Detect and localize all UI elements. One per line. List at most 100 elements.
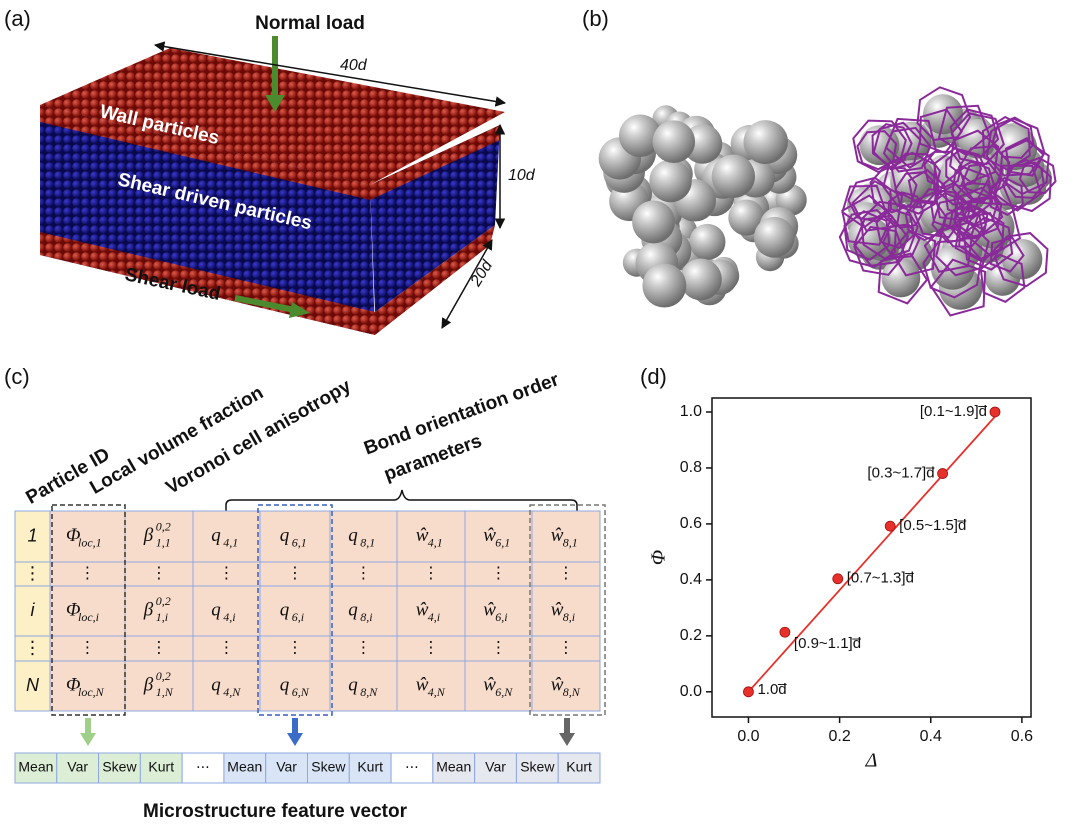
cell-subscript: 6,N <box>292 685 310 699</box>
row-label: ⋮ <box>24 563 42 583</box>
cell-subscript: 4,1 <box>223 535 238 549</box>
y-tick-label: 0.8 <box>680 459 702 476</box>
cell-superscript: 0,2 <box>156 594 171 608</box>
cell-text: q <box>280 525 290 546</box>
cell-text: β <box>143 599 154 620</box>
down-arrowhead <box>80 733 96 746</box>
fit-line <box>748 412 999 692</box>
cell-text: q <box>348 674 358 695</box>
cell-subscript: loc,i <box>78 610 99 624</box>
cell-text: β <box>143 525 154 546</box>
down-arrowhead <box>287 733 303 746</box>
feature-label: Var <box>485 759 506 775</box>
figure: (a) (b) (c) (d) Normal load 40d Wall par… <box>0 0 1082 825</box>
cell-subscript: 6,N <box>495 685 513 699</box>
cell-subscript: 6,1 <box>495 535 510 549</box>
feature-label: Mean <box>436 759 471 775</box>
sphere <box>642 264 686 308</box>
x-tick-label: 0.0 <box>737 728 759 745</box>
cell-subscript: loc,N <box>78 685 105 699</box>
cell-subscript: 6,i <box>292 610 304 624</box>
feature-label: Skew <box>520 759 555 775</box>
y-tick-label: 0.4 <box>680 571 702 588</box>
dimension-label: 40d <box>340 57 368 74</box>
cell-subscript: 4,N <box>223 685 241 699</box>
cell-text: ⋮ <box>287 565 303 582</box>
feature-label: Skew <box>311 759 346 775</box>
x-axis-label: Δ <box>865 750 878 772</box>
row-label: ⋮ <box>24 637 42 657</box>
cell-subscript: 4,1 <box>428 535 443 549</box>
point-label: [0.3~1.7]d̅ <box>867 465 935 482</box>
cell-text: q <box>348 525 358 546</box>
cell-text: q <box>211 674 221 695</box>
y-axis-label: Φ <box>648 550 670 565</box>
sphere <box>712 155 755 198</box>
cell-text: ⋮ <box>423 565 439 582</box>
y-tick-label: 0.2 <box>680 627 702 644</box>
point <box>833 574 843 584</box>
cell-subscript: 1,N <box>156 685 174 699</box>
cell-text: q <box>280 674 290 695</box>
feature-label: Mean <box>227 759 262 775</box>
row-label: 1 <box>27 525 37 545</box>
panel-label: (b) <box>582 6 609 31</box>
sphere <box>882 259 921 298</box>
x-tick-label: 0.6 <box>1011 728 1033 745</box>
feature-label: Kurt <box>566 759 592 775</box>
x-tick-label: 0.2 <box>828 728 850 745</box>
cell-text: q <box>348 599 358 620</box>
feature-title: Microstructure feature vector <box>143 801 408 822</box>
sphere <box>754 217 795 258</box>
plot-frame <box>712 398 1031 717</box>
sphere <box>744 120 788 164</box>
down-arrowhead <box>559 733 575 746</box>
cell-text: ⋮ <box>80 565 96 582</box>
point <box>990 407 1000 417</box>
cell-subscript: 8,i <box>563 610 575 624</box>
cell-text: ⋮ <box>151 640 167 657</box>
panel-label: (a) <box>4 6 31 31</box>
panel-label: (d) <box>640 364 667 389</box>
cell-subscript: 1,i <box>156 610 168 624</box>
cell-subscript: 8,N <box>360 685 378 699</box>
cell-text: β <box>143 674 154 695</box>
dimension-label: 20d <box>467 257 497 290</box>
cell-text: ⋮ <box>356 640 372 657</box>
feature-label: Var <box>276 759 297 775</box>
cell-subscript: loc,1 <box>78 535 102 549</box>
y-tick-label: 0.0 <box>680 683 702 700</box>
point-label: [0.7~1.3]d̅ <box>847 570 915 587</box>
feature-label: Skew <box>102 759 137 775</box>
particle-panel <box>599 87 1056 315</box>
y-tick-label: 0.6 <box>680 515 702 532</box>
cell-text: ⋮ <box>491 565 507 582</box>
point <box>743 687 753 697</box>
cell-superscript: 0,2 <box>156 669 171 683</box>
cell-subscript: 6,i <box>495 610 507 624</box>
cell-text: ⋮ <box>287 640 303 657</box>
x-tick-label: 0.4 <box>920 728 942 745</box>
sphere <box>680 258 722 300</box>
cell-subscript: 6,1 <box>292 535 307 549</box>
cell-subscript: 8,1 <box>563 535 578 549</box>
feature-label: ⋯ <box>196 759 210 775</box>
cell-subscript: 4,N <box>428 685 446 699</box>
cell-text: ⋮ <box>558 565 574 582</box>
cell-text: ⋮ <box>558 640 574 657</box>
cell-text: q <box>280 599 290 620</box>
feature-label: ⋯ <box>405 759 419 775</box>
dimension-label: 10d <box>508 167 536 184</box>
point-label: [0.1~1.9]d̅ <box>920 403 988 420</box>
cell-text: q <box>211 525 221 546</box>
cell-subscript: 8,i <box>360 610 372 624</box>
cell-superscript: 0,2 <box>156 519 171 533</box>
sphere <box>632 201 675 244</box>
feature-label: Kurt <box>357 759 383 775</box>
point-label: [0.9~1.1]d̅ <box>794 635 862 652</box>
normal-load-label: Normal load <box>255 13 365 34</box>
cell-subscript: 8,1 <box>360 535 375 549</box>
cell-subscript: 4,i <box>223 610 235 624</box>
